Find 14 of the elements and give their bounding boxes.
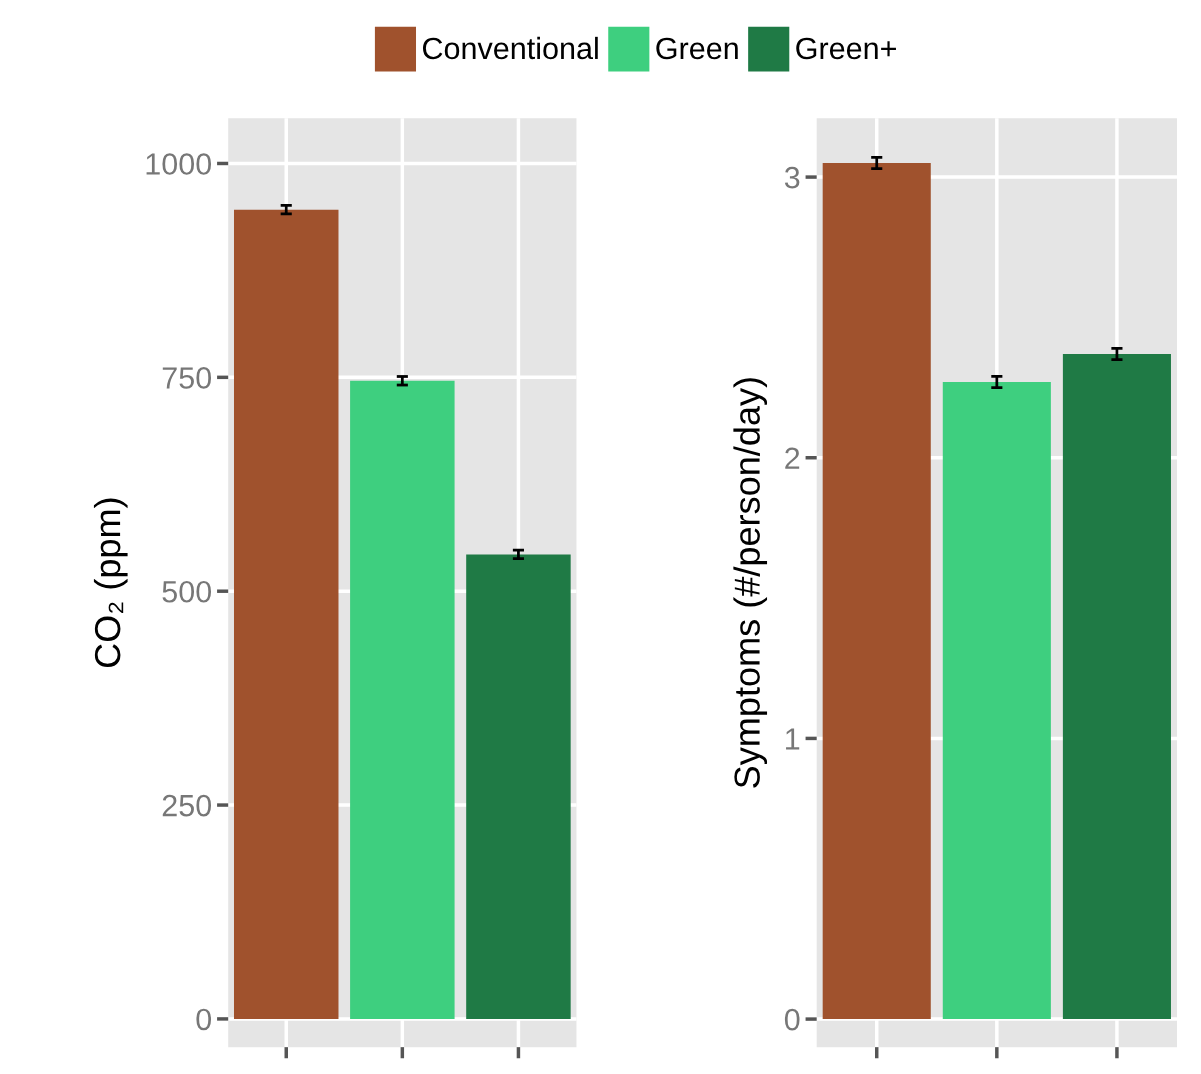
y-axis-title: CO₂ (ppm) <box>93 498 128 668</box>
y-tick-label: 0 <box>784 1008 800 1031</box>
y-tick-label: 0 <box>196 1008 212 1031</box>
y-tick-label: 3 <box>784 166 800 189</box>
legend-label: Green+ <box>796 37 896 60</box>
y-tick-label: 1 <box>786 728 800 750</box>
y-tick-label: 2 <box>785 447 800 469</box>
y-tick-label: 750 <box>162 367 212 389</box>
y-axis-title: Symptoms (#/person/day) <box>733 378 768 788</box>
y-tick-label: 500 <box>162 580 212 603</box>
legend-label: Conventional <box>422 36 598 60</box>
legend-label: Green <box>656 37 738 60</box>
y-tick-label: 1000 <box>146 153 212 175</box>
y-tick-label: 250 <box>162 794 212 817</box>
